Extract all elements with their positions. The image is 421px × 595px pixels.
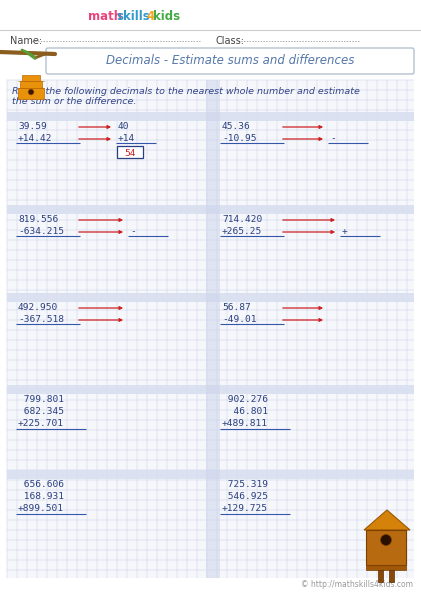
Bar: [378, 570, 383, 582]
Circle shape: [381, 534, 392, 546]
Bar: [117, 146, 143, 158]
Text: -: -: [130, 227, 136, 236]
Bar: [0, 0, 421, 35]
Text: Class:: Class:: [215, 36, 244, 46]
Text: -634.215: -634.215: [18, 227, 64, 236]
Text: 46.801: 46.801: [222, 407, 268, 416]
Bar: [20, 81, 42, 88]
Text: -10.95: -10.95: [222, 134, 256, 143]
Text: 40: 40: [118, 122, 130, 131]
Text: 902.276: 902.276: [222, 395, 268, 404]
Text: kids: kids: [153, 11, 180, 23]
Text: +899.501: +899.501: [18, 504, 64, 513]
Bar: [7, 470, 414, 479]
Text: Decimals - Estimate sums and differences: Decimals - Estimate sums and differences: [106, 55, 354, 67]
Bar: [7, 80, 414, 578]
Text: 546.925: 546.925: [222, 492, 268, 501]
Bar: [7, 112, 414, 121]
Bar: [18, 88, 44, 99]
Text: math: math: [88, 11, 122, 23]
Text: 714.420: 714.420: [222, 215, 262, 224]
Bar: [366, 530, 406, 565]
Text: +: +: [342, 227, 348, 236]
Text: skills: skills: [116, 11, 150, 23]
Text: +129.725: +129.725: [222, 504, 268, 513]
Text: 725.319: 725.319: [222, 480, 268, 489]
Text: 168.931: 168.931: [18, 492, 64, 501]
Text: the sum or the difference.: the sum or the difference.: [12, 97, 136, 106]
Text: 682.345: 682.345: [18, 407, 64, 416]
Bar: [206, 80, 220, 578]
Circle shape: [28, 89, 34, 95]
Text: -49.01: -49.01: [222, 315, 256, 324]
Text: Round the following decimals to the nearest whole number and estimate: Round the following decimals to the near…: [12, 87, 360, 96]
Text: 656.606: 656.606: [18, 480, 64, 489]
Text: 492.950: 492.950: [18, 303, 58, 312]
Text: -367.518: -367.518: [18, 315, 64, 324]
Text: 56.87: 56.87: [222, 303, 251, 312]
FancyBboxPatch shape: [46, 48, 414, 74]
Bar: [7, 385, 414, 394]
Text: -: -: [330, 134, 336, 143]
Text: +265.25: +265.25: [222, 227, 262, 236]
Text: Name:: Name:: [10, 36, 42, 46]
Bar: [22, 75, 40, 81]
Text: +489.811: +489.811: [222, 419, 268, 428]
Text: 39.59: 39.59: [18, 122, 47, 131]
Polygon shape: [364, 510, 410, 530]
Bar: [366, 565, 406, 570]
Text: 819.556: 819.556: [18, 215, 58, 224]
Text: 799.801: 799.801: [18, 395, 64, 404]
Bar: [7, 293, 414, 302]
Text: 54: 54: [124, 149, 136, 158]
Text: 45.36: 45.36: [222, 122, 251, 131]
Text: +14: +14: [118, 134, 135, 143]
Text: © http://mathskills4kids.com: © http://mathskills4kids.com: [301, 580, 413, 589]
Bar: [7, 205, 414, 214]
Text: 4: 4: [146, 11, 154, 23]
Bar: [389, 570, 394, 582]
Text: +14.42: +14.42: [18, 134, 53, 143]
Text: +225.701: +225.701: [18, 419, 64, 428]
